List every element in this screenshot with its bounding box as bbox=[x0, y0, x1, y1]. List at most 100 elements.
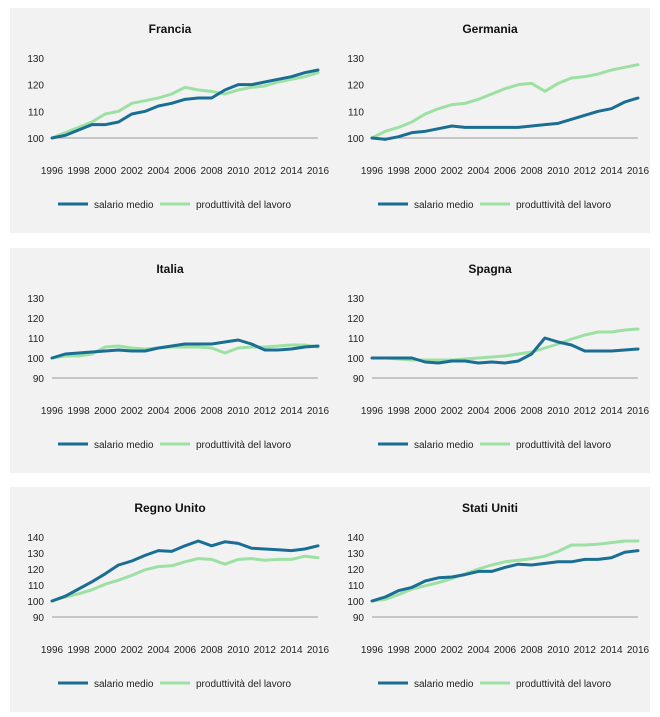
chart-2-xtick-2012: 2012 bbox=[254, 406, 277, 417]
chart-4-xtick-2004: 2004 bbox=[147, 645, 170, 656]
chart-1-xtick-2010: 2010 bbox=[547, 166, 570, 177]
chart-4-xtick-2014: 2014 bbox=[280, 645, 303, 656]
chart-3-legend-produttivita: produttività del lavoro bbox=[516, 440, 611, 451]
chart-3-xtick-2012: 2012 bbox=[574, 406, 597, 417]
chart-5-xtick-2012: 2012 bbox=[574, 645, 597, 656]
chart-4-series-salario-medio bbox=[50, 539, 320, 603]
chart-0-xtick-2002: 2002 bbox=[121, 166, 144, 177]
chart-3-legend-salario: salario medio bbox=[414, 440, 474, 451]
chart-4-xtick-2010: 2010 bbox=[227, 645, 250, 656]
chart-2-xtick-2006: 2006 bbox=[174, 406, 197, 417]
chart-4-ytick-140: 140 bbox=[27, 533, 44, 544]
chart-4-xtick-1998: 1998 bbox=[67, 645, 90, 656]
chart-1-xtick-2006: 2006 bbox=[494, 166, 517, 177]
chart-0-legend-salario: salario medio bbox=[94, 200, 154, 211]
chart-5-ytick-120: 120 bbox=[347, 565, 364, 576]
chart-3-xtick-2004: 2004 bbox=[467, 406, 490, 417]
chart-panel-regno-unito: Regno Unito 90 100 110 120 130 140 1996 1998 2000… bbox=[10, 487, 330, 712]
chart-3-xtick-2002: 2002 bbox=[441, 406, 464, 417]
chart-4-xtick-1996: 1996 bbox=[41, 645, 64, 656]
chart-0-series-produttivita-del-lavoro bbox=[50, 71, 320, 140]
chart-1-xtick-2014: 2014 bbox=[600, 166, 623, 177]
chart-0-xtick-2006: 2006 bbox=[174, 166, 197, 177]
chart-0-xtick-1998: 1998 bbox=[67, 166, 90, 177]
chart-1-xtick-2016: 2016 bbox=[627, 166, 650, 177]
chart-2-series-salario-medio bbox=[50, 338, 320, 360]
chart-2-ytick-90: 90 bbox=[33, 374, 45, 385]
chart-5-xtick-2010: 2010 bbox=[547, 645, 570, 656]
chart-2-xtick-2000: 2000 bbox=[94, 406, 117, 417]
chart-4-xtick-2000: 2000 bbox=[94, 645, 117, 656]
chart-3-xtick-1996: 1996 bbox=[361, 406, 384, 417]
chart-0-ytick-130: 130 bbox=[27, 54, 44, 65]
chart-5-xtick-1996: 1996 bbox=[361, 645, 384, 656]
chart-3-xtick-2014: 2014 bbox=[600, 406, 623, 417]
chart-0-ytick-120: 120 bbox=[27, 81, 44, 92]
chart-2-xtick-2010: 2010 bbox=[227, 406, 250, 417]
chart-5-legend-produttivita: produttività del lavoro bbox=[516, 679, 611, 690]
chart-2-xtick-2002: 2002 bbox=[121, 406, 144, 417]
chart-3-xtick-2010: 2010 bbox=[547, 406, 570, 417]
chart-4-xtick-2008: 2008 bbox=[200, 645, 223, 656]
chart-1-series-salario-medio bbox=[370, 96, 640, 141]
chart-3-ytick-130: 130 bbox=[347, 294, 364, 305]
chart-2-xtick-2014: 2014 bbox=[280, 406, 303, 417]
chart-stati-uniti: Stati Uniti 90 100 110 120 130 140 1996 1998 2000… bbox=[347, 501, 650, 690]
chart-2-ytick-110: 110 bbox=[28, 334, 44, 345]
chart-1-xtick-2012: 2012 bbox=[574, 166, 597, 177]
chart-panel-italia: Italia 90 100 110 120 130 1996 1998 2000 2002 2004… bbox=[10, 248, 330, 473]
chart-3-ytick-90: 90 bbox=[353, 374, 365, 385]
chart-0-legend-produttivita: produttività del lavoro bbox=[196, 200, 291, 211]
chart-2-ytick-120: 120 bbox=[27, 314, 44, 325]
chart-5-ytick-140: 140 bbox=[347, 533, 364, 544]
chart-1-title: Germania bbox=[462, 22, 518, 36]
chart-5-ytick-90: 90 bbox=[353, 613, 365, 624]
chart-2-xtick-1996: 1996 bbox=[41, 406, 64, 417]
chart-germania: Germania 100 110 120 130 1996 1998 2000 2002 2004… bbox=[347, 22, 650, 211]
chart-1-xtick-2000: 2000 bbox=[414, 166, 437, 177]
chart-2-ytick-100: 100 bbox=[27, 354, 44, 365]
chart-4-legend-salario: salario medio bbox=[94, 679, 154, 690]
chart-2-xtick-1998: 1998 bbox=[67, 406, 90, 417]
chart-panel-francia: Francia 100 110 120 130 1996 1998 2000 2002 2004 2… bbox=[10, 8, 330, 233]
chart-2-xtick-2016: 2016 bbox=[307, 406, 330, 417]
chart-4-legend-produttivita: produttività del lavoro bbox=[196, 679, 291, 690]
chart-francia: Francia 100 110 120 130 1996 1998 2000 2002 2004 2… bbox=[27, 22, 329, 211]
chart-0-title: Francia bbox=[149, 22, 192, 36]
chart-1-series-produttivita-del-lavoro bbox=[370, 63, 640, 140]
chart-2-legend-salario: salario medio bbox=[94, 440, 154, 451]
chart-4-title: Regno Unito bbox=[134, 501, 205, 515]
chart-4-xtick-2002: 2002 bbox=[121, 645, 144, 656]
chart-5-series-produttivita-del-lavoro bbox=[370, 539, 640, 603]
chart-3-series-produttivita-del-lavoro bbox=[370, 327, 640, 362]
chart-panel-spagna: Spagna 90 100 110 120 130 1996 1998 2000 2002 2004… bbox=[330, 248, 650, 473]
chart-4-ytick-130: 130 bbox=[27, 549, 44, 560]
chart-3-xtick-2006: 2006 bbox=[494, 406, 517, 417]
chart-0-ytick-110: 110 bbox=[28, 107, 44, 118]
chart-4-ytick-100: 100 bbox=[27, 597, 44, 608]
chart-4-ytick-110: 110 bbox=[28, 581, 44, 592]
chart-5-xtick-2016: 2016 bbox=[627, 645, 650, 656]
chart-0-xtick-2014: 2014 bbox=[280, 166, 303, 177]
chart-4-xtick-2012: 2012 bbox=[254, 645, 277, 656]
chart-3-xtick-2016: 2016 bbox=[627, 406, 650, 417]
chart-italia: Italia 90 100 110 120 130 1996 1998 2000 2002 2004… bbox=[27, 262, 330, 451]
chart-0-series-salario-medio bbox=[50, 68, 320, 140]
chart-3-xtick-2000: 2000 bbox=[414, 406, 437, 417]
chart-2-xtick-2008: 2008 bbox=[200, 406, 223, 417]
chart-5-title: Stati Uniti bbox=[462, 501, 518, 515]
chart-2-title: Italia bbox=[156, 262, 184, 276]
chart-5-xtick-2008: 2008 bbox=[520, 645, 543, 656]
chart-0-ytick-100: 100 bbox=[27, 134, 44, 145]
chart-3-ytick-110: 110 bbox=[348, 334, 364, 345]
chart-0-xtick-2008: 2008 bbox=[200, 166, 223, 177]
chart-5-xtick-2004: 2004 bbox=[467, 645, 490, 656]
chart-4-ytick-90: 90 bbox=[33, 613, 45, 624]
chart-5-xtick-2000: 2000 bbox=[414, 645, 437, 656]
chart-0-xtick-2010: 2010 bbox=[227, 166, 250, 177]
chart-1-legend-salario: salario medio bbox=[414, 200, 474, 211]
chart-2-xtick-2004: 2004 bbox=[147, 406, 170, 417]
chart-5-xtick-1998: 1998 bbox=[387, 645, 410, 656]
chart-5-ytick-110: 110 bbox=[348, 581, 364, 592]
chart-1-legend-produttivita: produttività del lavoro bbox=[516, 200, 611, 211]
